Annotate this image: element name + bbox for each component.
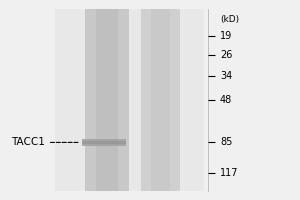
Text: 19: 19: [220, 31, 232, 41]
Text: TACC1: TACC1: [11, 137, 45, 147]
Bar: [55, 9, 204, 191]
Text: (kD): (kD): [220, 15, 239, 24]
Bar: [141, 9, 180, 191]
Bar: [85, 9, 129, 191]
Text: 85: 85: [220, 137, 232, 147]
Bar: [151, 9, 170, 191]
Text: 48: 48: [220, 95, 232, 105]
Text: 117: 117: [220, 168, 239, 178]
Bar: [82, 141, 126, 144]
Bar: [96, 9, 118, 191]
Bar: [82, 139, 126, 146]
Text: 26: 26: [220, 50, 232, 60]
Text: 34: 34: [220, 71, 232, 81]
